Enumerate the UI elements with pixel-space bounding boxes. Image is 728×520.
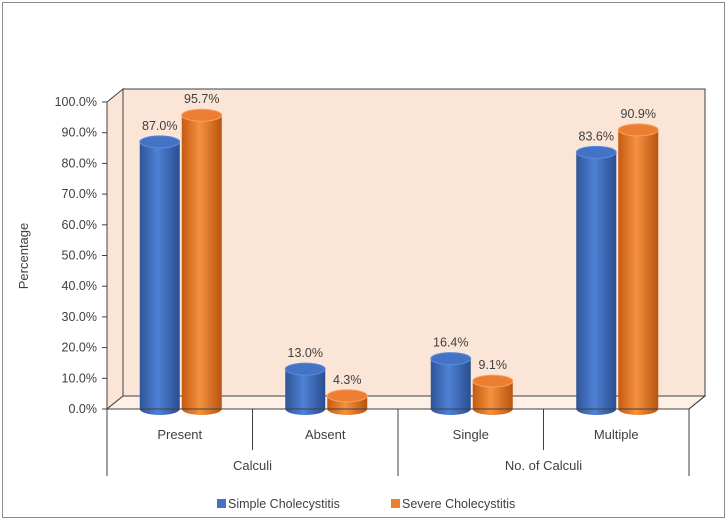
y-tick-label: 20.0% bbox=[62, 341, 97, 355]
y-tick-label: 10.0% bbox=[62, 371, 97, 385]
bar-body bbox=[576, 152, 617, 416]
bar-body bbox=[139, 141, 180, 416]
data-label: 13.0% bbox=[288, 346, 323, 360]
data-label: 95.7% bbox=[184, 92, 219, 106]
bar-severe-cholecystitis-single bbox=[472, 374, 514, 416]
data-label: 4.3% bbox=[333, 373, 362, 387]
legend-label: Simple Cholecystitis bbox=[228, 497, 340, 511]
bar-top bbox=[139, 135, 181, 149]
legend-label: Severe Cholecystitis bbox=[402, 497, 515, 511]
bars: 87.0% 95.7% 13.0% 4.3% 16.4% 9.1% 83.6% 90.9% bbox=[139, 92, 659, 416]
bar-body bbox=[618, 129, 659, 416]
bar-simple-cholecystitis-absent bbox=[284, 362, 326, 416]
y-axis-title: Percentage bbox=[16, 223, 31, 290]
y-tick-label: 70.0% bbox=[62, 187, 97, 201]
bar-top bbox=[326, 389, 368, 403]
bar-top bbox=[617, 123, 659, 137]
bar-body bbox=[472, 381, 513, 416]
x-category-label: Single bbox=[453, 427, 489, 442]
bar-top bbox=[181, 108, 223, 122]
x-category-label: Present bbox=[157, 427, 202, 442]
y-tick-label: 100.0% bbox=[55, 95, 97, 109]
y-tick-label: 90.0% bbox=[62, 126, 97, 140]
data-label: 83.6% bbox=[579, 129, 614, 143]
bar-severe-cholecystitis-absent bbox=[326, 389, 368, 416]
bar-body bbox=[327, 395, 368, 416]
data-label: 87.0% bbox=[142, 119, 177, 133]
bar-simple-cholecystitis-present bbox=[139, 135, 181, 416]
bar-top bbox=[472, 374, 514, 388]
y-tick-label: 50.0% bbox=[62, 249, 97, 263]
x-group-label: No. of Calculi bbox=[505, 458, 582, 473]
bar-top bbox=[575, 145, 617, 159]
legend-swatch bbox=[217, 499, 226, 508]
y-tick-label: 80.0% bbox=[62, 156, 97, 170]
x-group-label: Calculi bbox=[233, 458, 272, 473]
y-tick-label: 30.0% bbox=[62, 310, 97, 324]
bar-simple-cholecystitis-multiple bbox=[575, 145, 617, 416]
legend-swatch bbox=[391, 499, 400, 508]
side-wall bbox=[106, 87, 124, 411]
data-label: 9.1% bbox=[479, 358, 508, 372]
bar-body bbox=[285, 369, 326, 416]
x-category-label: Multiple bbox=[594, 427, 639, 442]
y-tick-label: 0.0% bbox=[69, 402, 98, 416]
x-axis: Present Absent Single Multiple Calculi No. of… bbox=[106, 395, 706, 476]
x-axis-depth-line bbox=[688, 395, 706, 410]
bar-severe-cholecystitis-multiple bbox=[617, 123, 659, 416]
bar-severe-cholecystitis-present bbox=[181, 108, 223, 416]
bar-top bbox=[430, 352, 472, 366]
bar-simple-cholecystitis-single bbox=[430, 352, 472, 416]
y-axis: 0.0% 10.0% 20.0% 30.0% 40.0% 50.0% 60.0% 70.0% 8… bbox=[55, 95, 108, 416]
bar-top bbox=[284, 362, 326, 376]
legend: Simple Cholecystitis Severe Cholecystitis bbox=[217, 497, 515, 511]
y-tick-label: 40.0% bbox=[62, 279, 97, 293]
data-label: 16.4% bbox=[433, 336, 468, 350]
data-label: 90.9% bbox=[621, 107, 656, 121]
x-category-label: Absent bbox=[305, 427, 346, 442]
bar-body bbox=[430, 358, 471, 416]
bar-body bbox=[181, 115, 222, 416]
y-tick-label: 60.0% bbox=[62, 218, 97, 232]
